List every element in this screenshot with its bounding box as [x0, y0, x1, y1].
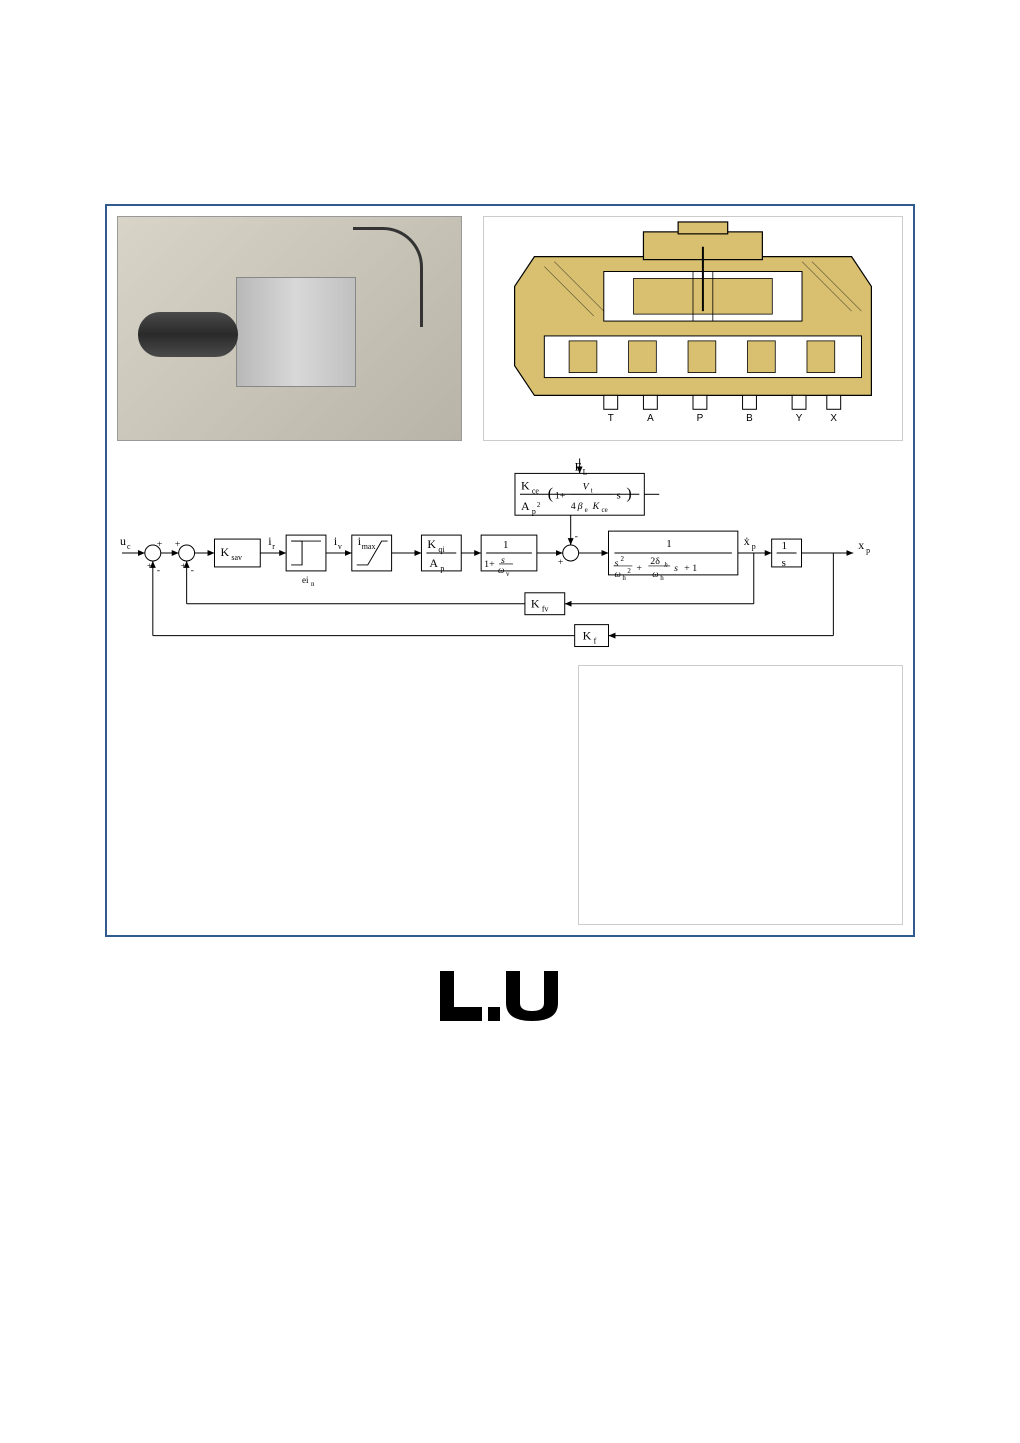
svg-text:1: 1: [782, 540, 787, 552]
port-label: B: [746, 413, 753, 424]
svg-text:p: p: [752, 542, 756, 551]
svg-text:K: K: [220, 545, 229, 559]
svg-text:h: h: [622, 574, 626, 582]
figure-container: T A P B Y X: [105, 204, 915, 937]
port-label: X: [830, 413, 837, 424]
port-label: P: [697, 413, 704, 424]
svg-text:ẋ: ẋ: [744, 534, 750, 548]
svg-text:2: 2: [627, 567, 631, 575]
svg-text:2: 2: [620, 555, 624, 563]
svg-text:2δ: 2δ: [650, 556, 660, 567]
svg-text:f: f: [594, 637, 597, 646]
svg-text:K: K: [427, 537, 436, 551]
port-label: Y: [796, 413, 803, 424]
actuator-cylinder: [138, 312, 238, 357]
svg-text:s: s: [614, 558, 618, 569]
svg-text:ce: ce: [602, 506, 608, 514]
svg-text:v: v: [506, 570, 510, 578]
svg-text:+: +: [175, 539, 181, 550]
svg-text:h: h: [664, 561, 668, 569]
svg-text:2: 2: [537, 501, 541, 509]
svg-text:A: A: [429, 556, 438, 570]
svg-text:fv: fv: [542, 605, 549, 614]
svg-text:u: u: [120, 534, 126, 548]
valve-body: [236, 277, 356, 387]
svg-text:s: s: [674, 563, 678, 574]
svg-text:+ 1: + 1: [684, 563, 697, 574]
valve-cutaway-drawing: T A P B Y X: [483, 216, 903, 441]
svg-text:t: t: [591, 486, 593, 494]
svg-text:1+: 1+: [484, 559, 495, 570]
simulation-schematic: [578, 665, 903, 925]
svg-text:+: +: [181, 561, 187, 572]
svg-text:-: -: [191, 565, 194, 576]
svg-text:ω: ω: [614, 569, 620, 579]
svg-text:s: s: [616, 489, 620, 501]
svg-text:sav: sav: [231, 553, 242, 562]
liu-logo-mark: [440, 971, 570, 1021]
svg-text:L: L: [583, 467, 588, 476]
svg-text:F: F: [575, 459, 582, 473]
svg-text:V: V: [583, 481, 591, 492]
svg-text:n: n: [311, 580, 315, 588]
svg-text:p: p: [532, 507, 536, 516]
port-label: A: [647, 413, 654, 424]
svg-text:max: max: [362, 542, 376, 551]
svg-text:r: r: [272, 542, 275, 551]
svg-text:p: p: [866, 546, 870, 555]
svg-text:): ): [626, 485, 631, 502]
port-label: T: [608, 413, 614, 424]
svg-text:x: x: [858, 538, 864, 552]
svg-text:1+: 1+: [555, 490, 566, 501]
svg-text:qi: qi: [438, 545, 445, 554]
svg-text:+: +: [147, 561, 153, 572]
svg-text:1: 1: [666, 538, 671, 550]
svg-text:ω: ω: [652, 569, 658, 579]
svg-text:β: β: [577, 501, 583, 512]
figure-row-3: [117, 665, 903, 925]
svg-text:+: +: [157, 539, 163, 550]
university-logo: [440, 971, 580, 1021]
svg-text:(: (: [548, 485, 553, 502]
servo-valve-photo: [117, 216, 462, 441]
svg-text:ω: ω: [498, 565, 504, 575]
svg-text:+: +: [636, 563, 642, 574]
svg-text:A: A: [521, 499, 530, 513]
svg-text:-: -: [575, 531, 578, 542]
svg-text:p: p: [440, 564, 444, 573]
svg-text:K: K: [583, 629, 592, 643]
svg-text:K: K: [521, 478, 530, 492]
svg-text:-: -: [157, 565, 160, 576]
svg-text:1: 1: [503, 539, 508, 551]
svg-text:h: h: [660, 574, 664, 582]
svg-text:4: 4: [571, 501, 576, 512]
svg-text:s: s: [782, 557, 786, 569]
figure-row-1: T A P B Y X: [117, 216, 903, 441]
svg-text:e: e: [585, 506, 588, 514]
svg-text:ce: ce: [532, 486, 540, 495]
svg-text:K: K: [592, 501, 601, 512]
svg-text:c: c: [127, 542, 131, 551]
svg-text:+: +: [558, 557, 564, 568]
cable: [353, 227, 423, 327]
bode-plot: [117, 665, 562, 925]
svg-text:ei: ei: [302, 575, 309, 585]
block-diagram: uc + + + + - - Ksav ir iv ein imax Kqi A…: [117, 453, 903, 653]
svg-text:K: K: [531, 597, 540, 611]
svg-text:v: v: [338, 542, 342, 551]
